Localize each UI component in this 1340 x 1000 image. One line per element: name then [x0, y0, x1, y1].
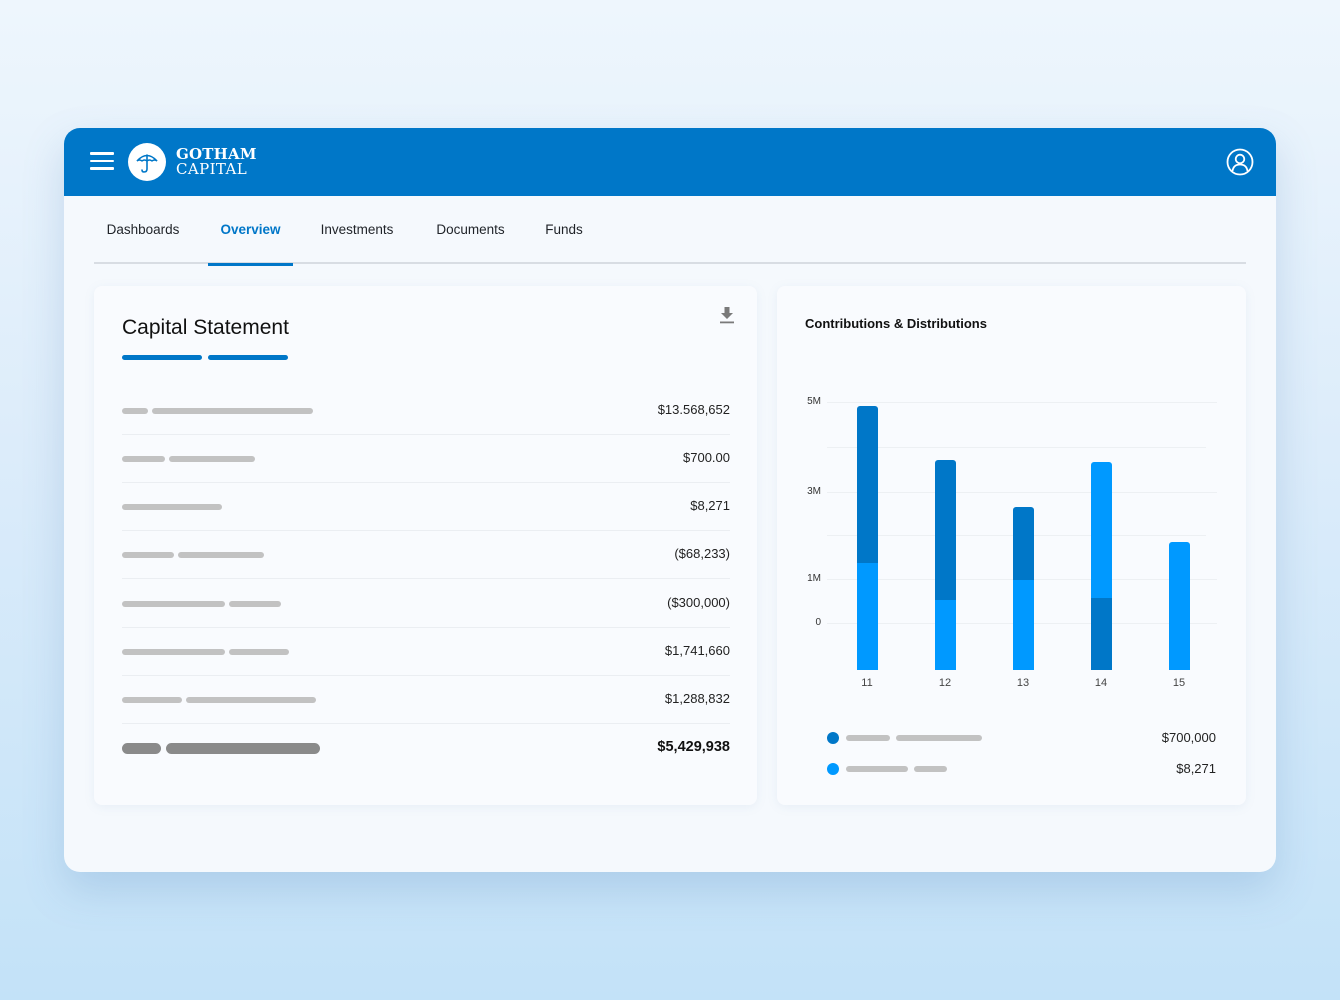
bar-segment-light [935, 600, 956, 670]
statement-row: $8,271 [122, 483, 730, 531]
tab-funds[interactable]: Funds [545, 222, 583, 237]
capital-statement-card: Capital Statement $13.568,652 $700.00 $8… [94, 286, 757, 805]
brand-logo[interactable]: GOTHAM CAPITAL [176, 147, 257, 177]
tab-bar: Dashboards Overview Investments Document… [94, 196, 1246, 266]
row-value: $8,271 [690, 498, 730, 513]
tab-dashboards[interactable]: Dashboards [106, 222, 180, 237]
placeholder-label [229, 601, 281, 607]
placeholder-label [122, 697, 182, 703]
statement-row: $13.568,652 [122, 387, 730, 435]
brand-name: GOTHAM [176, 145, 257, 163]
placeholder-label [846, 766, 908, 772]
statement-row: $1,741,660 [122, 628, 730, 676]
placeholder-label [122, 552, 174, 558]
bar-segment-light [1013, 580, 1034, 670]
bar-segment-dark [935, 460, 956, 600]
download-icon[interactable] [719, 306, 735, 324]
bar-12[interactable] [935, 460, 956, 670]
statement-row: ($300,000) [122, 580, 730, 628]
total-value: $5,429,938 [657, 739, 730, 755]
row-value: $1,288,832 [664, 691, 730, 706]
x-tick: 12 [938, 677, 952, 689]
divider [122, 434, 730, 435]
y-tick: 1M [807, 573, 821, 584]
tab-investments[interactable]: Investments [320, 222, 394, 237]
user-circle-icon[interactable] [1226, 148, 1254, 176]
x-tick: 11 [861, 677, 873, 689]
y-tick: 0 [815, 617, 821, 628]
legend-dot-icon [827, 732, 839, 744]
chart-title: Contributions & Distributions [805, 316, 987, 331]
statement-row: ($68,233) [122, 531, 730, 579]
title-underline [208, 355, 288, 360]
placeholder-label [122, 601, 225, 607]
placeholder-label [186, 697, 316, 703]
placeholder-label [229, 649, 289, 655]
placeholder-label [178, 552, 264, 558]
y-tick: 5M [807, 396, 821, 407]
row-value: $1,741,660 [664, 643, 730, 658]
divider [122, 578, 730, 579]
statement-total-row: $5,429,938 [122, 724, 730, 772]
placeholder-label [122, 408, 148, 414]
row-value: $700.00 [683, 450, 730, 465]
gridline [827, 402, 1217, 403]
bar-segment-dark [1013, 507, 1034, 580]
bar-14[interactable] [1091, 462, 1112, 670]
legend-value: $8,271 [1176, 761, 1216, 776]
statement-row: $700.00 [122, 435, 730, 483]
gridline [827, 492, 1217, 493]
placeholder-label [846, 735, 890, 741]
bar-11[interactable] [857, 406, 878, 670]
tab-documents[interactable]: Documents [436, 222, 505, 237]
stacked-bar-chart: 5M 3M 1M 0 11 [777, 286, 1246, 805]
row-value: ($68,233) [674, 546, 730, 561]
app-window: GOTHAM CAPITAL Dashboards Overview Inves… [64, 128, 1276, 872]
bar-13[interactable] [1013, 507, 1034, 670]
placeholder-label [122, 743, 161, 754]
statement-row: $1,288,832 [122, 676, 730, 724]
placeholder-label [152, 408, 313, 414]
placeholder-label [166, 743, 320, 754]
legend-item[interactable]: $700,000 [827, 728, 1216, 748]
placeholder-label [122, 649, 225, 655]
divider [122, 530, 730, 531]
placeholder-label [122, 504, 222, 510]
brand-subname: CAPITAL [176, 160, 248, 178]
placeholder-label [896, 735, 982, 741]
gridline [827, 447, 1206, 448]
hamburger-icon[interactable] [90, 152, 114, 172]
legend-item[interactable]: $8,271 [827, 759, 1216, 779]
divider [122, 482, 730, 483]
bar-segment-light [1091, 462, 1112, 598]
bar-segment-light [857, 563, 878, 670]
y-tick: 3M [807, 486, 821, 497]
x-tick: 14 [1094, 677, 1108, 689]
placeholder-label [169, 456, 255, 462]
bar-15[interactable] [1169, 542, 1190, 670]
title-underline [122, 355, 202, 360]
row-value: ($300,000) [667, 595, 730, 610]
contributions-card: Contributions & Distributions 5M 3M 1M 0 [777, 286, 1246, 805]
divider [122, 627, 730, 628]
bar-segment-light [1169, 542, 1190, 670]
legend-value: $700,000 [1161, 730, 1216, 745]
x-tick: 13 [1016, 677, 1030, 689]
legend-dot-icon [827, 763, 839, 775]
umbrella-icon[interactable] [128, 143, 166, 181]
divider [122, 675, 730, 676]
divider [122, 723, 730, 724]
placeholder-label [122, 456, 165, 462]
tab-overview[interactable]: Overview [208, 196, 293, 266]
top-bar: GOTHAM CAPITAL [64, 128, 1276, 196]
card-title: Capital Statement [122, 316, 289, 339]
bar-segment-dark [1091, 598, 1112, 670]
bar-segment-dark [857, 406, 878, 563]
row-value: $13.568,652 [657, 402, 730, 417]
placeholder-label [914, 766, 947, 772]
x-tick: 15 [1172, 677, 1186, 689]
